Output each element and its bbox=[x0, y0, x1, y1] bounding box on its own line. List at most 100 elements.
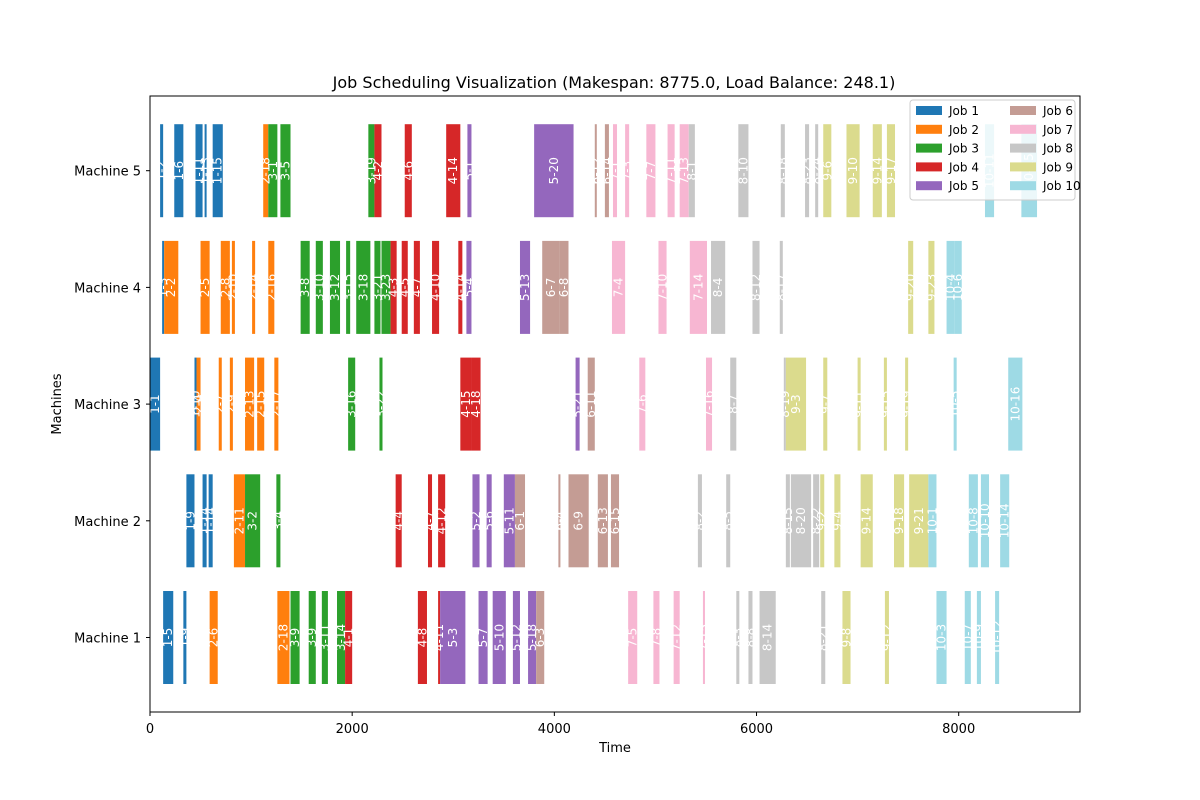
task-label-m3-62: 1-1 bbox=[148, 394, 162, 414]
task-bar-m5-j9-147 bbox=[846, 124, 860, 218]
task-label-m3-70: 3-16 bbox=[345, 390, 359, 417]
task-label-m1-6: 3-11 bbox=[318, 624, 332, 651]
task-label-m5-139: 7-11 bbox=[664, 157, 678, 184]
task-label-m3-71: 3-22 bbox=[374, 390, 388, 417]
task-bar-m5-j1-121 bbox=[174, 124, 184, 218]
task-bar-m4-j4-104 bbox=[432, 240, 440, 334]
task-bar-m4-j4-101 bbox=[390, 240, 397, 334]
task-bar-m1-j10-29 bbox=[976, 591, 981, 684]
task-bar-m2-j9-57 bbox=[909, 474, 929, 568]
y-tick-label-4: Machine 4 bbox=[74, 281, 141, 296]
x-tick-label-2: 4000 bbox=[538, 722, 571, 737]
task-label-m5-148: 9-14 bbox=[870, 157, 884, 184]
task-bar-m5-j6-135 bbox=[604, 124, 609, 218]
task-label-m2-40: 5-2 bbox=[469, 511, 483, 531]
x-tick-label-4: 8000 bbox=[942, 722, 975, 737]
task-bar-m5-j5-133 bbox=[534, 124, 574, 218]
y-tick-label-2: Machine 2 bbox=[74, 515, 141, 530]
y-axis-label: Machines bbox=[50, 373, 65, 434]
task-label-m5-136: 7-1 bbox=[608, 161, 622, 181]
task-bar-m1-j5-15 bbox=[528, 591, 537, 684]
x-tick-label-1: 2000 bbox=[336, 722, 369, 737]
task-bar-m1-j8-24 bbox=[821, 591, 826, 684]
task-bar-m4-j8-113 bbox=[711, 240, 726, 334]
x-axis-ticks: 0 2000 4000 6000 8000 bbox=[146, 712, 975, 737]
task-label-m3-86: 10-16 bbox=[1008, 387, 1022, 422]
task-label-m2-34: 2-11 bbox=[232, 507, 246, 534]
task-bar-m5-j9-148 bbox=[872, 124, 882, 218]
task-label-m4-111: 7-10 bbox=[656, 274, 670, 301]
task-label-m2-55: 9-14 bbox=[860, 507, 874, 534]
task-label-m2-48: 8-2 bbox=[693, 511, 707, 531]
task-label-m1-4: 3-9 bbox=[288, 628, 302, 648]
task-bar-m1-j5-14 bbox=[512, 591, 520, 684]
task-label-m5-122: 1-11 bbox=[192, 157, 206, 184]
task-label-m5-138: 7-7 bbox=[644, 161, 658, 181]
task-bar-m5-j8-141 bbox=[688, 124, 695, 218]
task-bar-m4-j3-96 bbox=[329, 240, 341, 334]
task-bar-m4-j2-90 bbox=[220, 240, 230, 334]
task-label-m1-24: 8-21 bbox=[816, 624, 830, 651]
task-bar-m3-j2-67 bbox=[245, 357, 255, 451]
task-bar-m2-j8-49 bbox=[726, 474, 731, 568]
task-label-m5-126: 3-1 bbox=[266, 161, 280, 181]
legend-label-job-1: Job 1 bbox=[948, 104, 979, 118]
task-bar-m2-j9-56 bbox=[894, 474, 905, 568]
task-label-m1-8: 4-1 bbox=[342, 628, 356, 648]
task-label-m3-73: 4-18 bbox=[469, 390, 483, 417]
task-bar-m2-j8-52 bbox=[813, 474, 820, 568]
task-label-m4-93: 2-16 bbox=[264, 274, 278, 301]
task-label-m4-110: 7-4 bbox=[612, 278, 626, 298]
task-bar-m2-j8-48 bbox=[697, 474, 702, 568]
task-label-m4-115: 8-17 bbox=[774, 274, 788, 301]
task-label-m5-133: 5-20 bbox=[547, 157, 561, 184]
task-label-m2-42: 5-11 bbox=[502, 507, 516, 534]
task-label-m3-83: 9-15 bbox=[878, 390, 892, 417]
legend-swatch-job-8 bbox=[1010, 143, 1036, 153]
task-label-m2-44: 6-4 bbox=[552, 511, 566, 531]
task-bar-m5-j7-139 bbox=[667, 124, 675, 218]
task-bar-m2-j4-37 bbox=[395, 474, 402, 568]
task-bar-m5-j4-131 bbox=[446, 124, 461, 218]
task-bar-m5-j1-122 bbox=[195, 124, 203, 218]
task-bar-m4-j3-97 bbox=[346, 240, 351, 334]
task-label-m1-12: 5-7 bbox=[476, 628, 490, 648]
task-bar-m1-j3-4 bbox=[290, 591, 300, 684]
task-labels: 1-5 1-9 2-6 2-183-9 3-93-11 3-144-1 4-8 4-11 5-3… bbox=[148, 153, 1036, 655]
task-bar-m3-j2-69 bbox=[274, 357, 279, 451]
task-label-m2-47: 6-15 bbox=[608, 507, 622, 534]
task-bar-m1-j1-0 bbox=[163, 591, 174, 684]
task-bar-m3-j4-72 bbox=[460, 357, 472, 451]
task-label-m4-95: 3-10 bbox=[312, 274, 326, 301]
legend-swatch-job-7 bbox=[1010, 124, 1036, 134]
task-bar-m1-j7-20 bbox=[702, 591, 705, 684]
task-label-m1-20: 7-15 bbox=[697, 624, 711, 651]
task-bar-m4-j5-106 bbox=[466, 240, 472, 334]
task-bar-m5-j4-130 bbox=[404, 124, 412, 218]
task-label-m1-2: 2-6 bbox=[207, 628, 221, 648]
task-bar-m4-j7-111 bbox=[658, 240, 667, 334]
task-label-m5-147: 9-10 bbox=[846, 157, 860, 184]
legend-label-job-9: Job 9 bbox=[1042, 160, 1073, 174]
task-bar-m5-j8-144 bbox=[805, 124, 810, 218]
legend-label-job-10: Job 10 bbox=[1042, 179, 1081, 193]
task-label-m4-87: 1-3 bbox=[156, 278, 170, 298]
task-label-m4-89: 2-5 bbox=[198, 278, 212, 298]
task-bar-m2-j6-43 bbox=[514, 474, 526, 568]
task-bar-m5-j5-132 bbox=[467, 124, 472, 218]
task-bar-m2-j1-32 bbox=[202, 474, 207, 568]
task-bar-m3-j2-65 bbox=[218, 357, 222, 451]
task-bar-m1-j4-10 bbox=[438, 591, 441, 684]
task-bar-m4-j3-94 bbox=[300, 240, 310, 334]
task-bar-m4-j3-100 bbox=[381, 240, 391, 334]
task-label-m4-106: 5-4 bbox=[462, 278, 476, 298]
task-bar-m4-j4-103 bbox=[413, 240, 420, 334]
task-bar-m5-j8-142 bbox=[738, 124, 749, 218]
task-label-m4-94: 3-8 bbox=[298, 278, 312, 298]
y-tick-label-5: Machine 5 bbox=[74, 165, 141, 180]
task-label-m2-37: 4-4 bbox=[392, 511, 406, 531]
task-label-m4-105: 4-14 bbox=[453, 274, 467, 301]
task-bar-m4-j6-108 bbox=[542, 240, 560, 334]
task-bar-m3-j9-81 bbox=[823, 357, 828, 451]
